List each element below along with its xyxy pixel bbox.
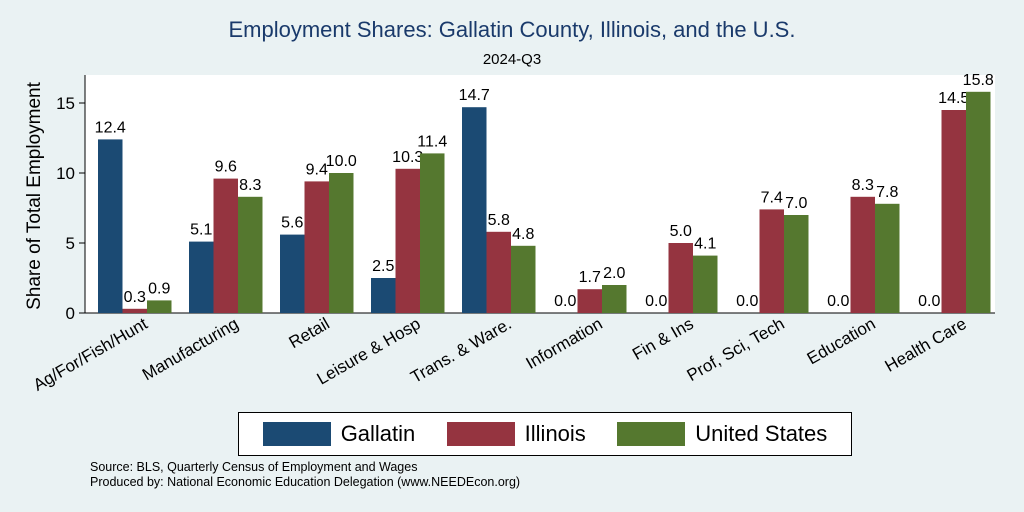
bar-united-states-retail [329, 173, 354, 313]
data-label-illinois-manufacturing: 9.6 [215, 159, 237, 176]
x-tick-label-leisure-hosp: Leisure & Hosp [314, 314, 424, 389]
bar-united-states-leisure-hosp [420, 153, 445, 313]
data-label-gallatin-trans-ware: 14.7 [459, 87, 490, 104]
data-label-illinois-leisure-hosp: 10.3 [392, 149, 423, 166]
bar-illinois-fin-ins [668, 243, 693, 313]
data-label-united-states-fin-ins: 4.1 [694, 236, 716, 253]
chart-title: Employment Shares: Gallatin County, Illi… [228, 17, 796, 42]
data-label-illinois-ag-for-fish-hunt: 0.3 [124, 289, 146, 306]
y-axis-label: Share of Total Employment [24, 81, 45, 309]
x-tick-label-trans-ware: Trans. & Ware. [407, 314, 514, 387]
legend-swatch-united-states [617, 422, 686, 446]
bar-illinois-prof-sci-tech [759, 209, 784, 313]
legend: Gallatin Illinois United States [238, 412, 852, 456]
data-label-united-states-manufacturing: 8.3 [239, 177, 261, 194]
x-tick-label-education: Education [804, 314, 879, 368]
x-tick-label-health-care: Health Care [882, 314, 970, 376]
data-label-gallatin-manufacturing: 5.1 [190, 222, 212, 239]
bar-illinois-trans-ware [486, 231, 511, 313]
data-label-united-states-prof-sci-tech: 7.0 [785, 195, 807, 212]
data-label-illinois-retail: 9.4 [306, 161, 328, 178]
bar-illinois-education [850, 196, 875, 313]
data-label-gallatin-fin-ins: 0.0 [645, 293, 667, 310]
legend-swatch-illinois [446, 422, 515, 446]
bar-gallatin-trans-ware [462, 107, 487, 313]
chart-notes: Source: BLS, Quarterly Census of Employm… [90, 460, 520, 490]
data-label-gallatin-leisure-hosp: 2.5 [372, 258, 394, 275]
data-label-gallatin-information: 0.0 [554, 293, 576, 310]
bar-illinois-retail [304, 181, 329, 313]
data-label-united-states-information: 2.0 [603, 265, 625, 282]
source-note: Source: BLS, Quarterly Census of Employm… [90, 460, 418, 474]
x-tick-label-information: Information [523, 314, 606, 373]
legend-item-illinois: Illinois [446, 421, 586, 447]
bar-united-states-prof-sci-tech [784, 215, 809, 313]
data-label-illinois-trans-ware: 5.8 [488, 212, 510, 229]
x-tick-label-prof-sci-tech: Prof, Sci, Tech [684, 314, 788, 385]
data-label-united-states-health-care: 15.8 [963, 72, 994, 89]
bar-illinois-manufacturing [213, 178, 238, 313]
bar-united-states-fin-ins [693, 255, 718, 313]
data-label-gallatin-ag-for-fish-hunt: 12.4 [95, 119, 126, 136]
data-label-united-states-leisure-hosp: 11.4 [417, 133, 447, 150]
bar-gallatin-manufacturing [189, 241, 214, 313]
x-tick-label-fin-ins: Fin & Ins [629, 314, 697, 364]
bar-united-states-health-care [966, 91, 991, 313]
legend-label-illinois: Illinois [524, 421, 586, 446]
bar-illinois-ag-for-fish-hunt [122, 308, 147, 313]
produced-by-note: Produced by: National Economic Education… [90, 475, 521, 489]
data-label-illinois-education: 8.3 [852, 177, 874, 194]
data-label-illinois-prof-sci-tech: 7.4 [761, 189, 783, 206]
data-label-illinois-information: 1.7 [579, 269, 601, 286]
y-tick-label: 0 [66, 304, 75, 323]
data-label-gallatin-health-care: 0.0 [918, 293, 940, 310]
legend-label-gallatin: Gallatin [340, 421, 416, 446]
data-label-illinois-fin-ins: 5.0 [670, 223, 692, 240]
data-label-illinois-health-care: 14.5 [938, 90, 969, 107]
bar-illinois-health-care [941, 110, 966, 313]
data-label-gallatin-retail: 5.6 [281, 215, 303, 232]
data-label-united-states-trans-ware: 4.8 [512, 226, 534, 243]
legend-item-united-states: United States [617, 421, 827, 447]
bar-united-states-trans-ware [511, 245, 536, 313]
data-label-gallatin-education: 0.0 [827, 293, 849, 310]
legend-label-united-states: United States [695, 421, 828, 446]
x-tick-label-retail: Retail [286, 314, 333, 352]
y-tick-label: 15 [56, 94, 75, 113]
legend-swatch-gallatin [262, 422, 331, 446]
bar-illinois-information [577, 289, 602, 313]
bar-gallatin-retail [280, 234, 305, 313]
bar-united-states-information [602, 285, 627, 313]
x-tick-label-manufacturing: Manufacturing [139, 314, 242, 384]
data-label-united-states-ag-for-fish-hunt: 0.9 [148, 280, 170, 297]
bar-gallatin-ag-for-fish-hunt [98, 139, 123, 313]
data-label-gallatin-prof-sci-tech: 0.0 [736, 293, 758, 310]
bar-illinois-leisure-hosp [395, 168, 420, 313]
bar-united-states-manufacturing [238, 196, 263, 313]
chart-subtitle: 2024-Q3 [482, 51, 542, 68]
bar-united-states-ag-for-fish-hunt [147, 300, 172, 313]
y-tick-label: 5 [66, 234, 75, 253]
x-tick-label-ag-for-fish-hunt: Ag/For/Fish/Hunt [30, 314, 151, 395]
data-label-united-states-retail: 10.0 [326, 153, 357, 170]
y-tick-label: 10 [56, 164, 75, 183]
data-label-united-states-education: 7.8 [876, 184, 898, 201]
bar-united-states-education [875, 203, 900, 313]
legend-item-gallatin: Gallatin [262, 421, 416, 447]
bar-gallatin-leisure-hosp [371, 278, 396, 313]
